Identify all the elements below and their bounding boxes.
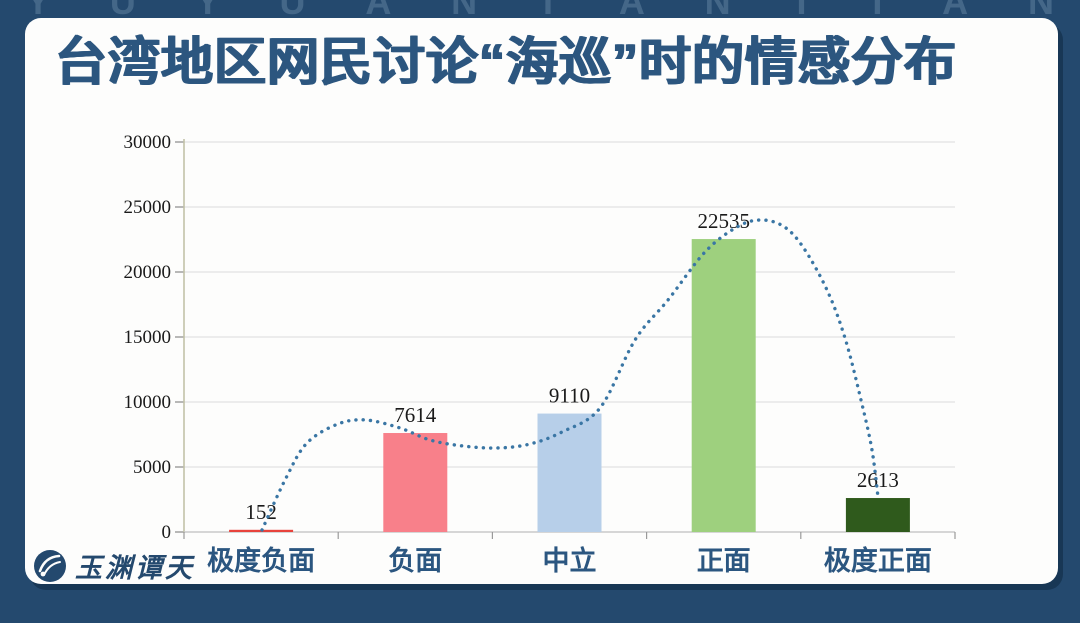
logo: 玉渊谭天 (32, 546, 195, 585)
watermark-letter: N (704, 0, 731, 22)
watermark-letter: U (279, 0, 306, 22)
chart-title: 台湾地区网民讨论“海巡”时的情感分布 (55, 34, 958, 92)
watermark-letter: T (537, 0, 559, 22)
watermark-letter: T (790, 0, 813, 22)
watermark-letter: I (872, 0, 883, 22)
watermark-letter: Y (195, 0, 220, 22)
watermark-letter: N (451, 0, 478, 22)
watermark-letter: A (618, 0, 645, 22)
watermark-letter: A (365, 0, 392, 22)
watermark-letter: A (942, 0, 969, 22)
watermark-letter: U (109, 0, 136, 22)
watermark-letter: N (1027, 0, 1054, 22)
logo-text: 玉渊谭天 (75, 553, 195, 583)
content-card (25, 18, 1058, 584)
wave-moon-icon (34, 549, 66, 582)
watermark-letter: Y (26, 0, 51, 22)
